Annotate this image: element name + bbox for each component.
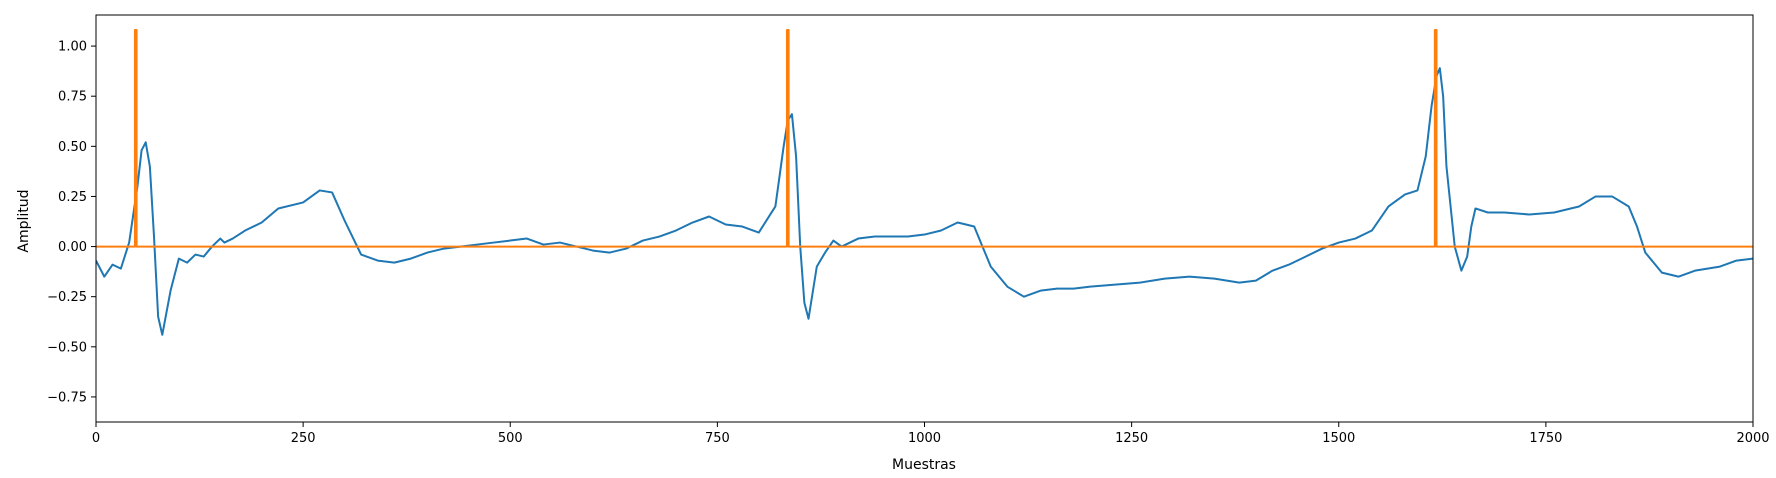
y-tick-label: 0.00 [58,240,87,255]
series-line-2 [96,29,1753,248]
y-tick-label: −0.50 [47,340,87,355]
axes: 0 250 500 750 1000 1250 1500 1750 2000 −0.75 −0.50… [47,14,1770,446]
x-tick-label: 1250 [1115,431,1148,446]
x-tick-label: 1500 [1322,431,1355,446]
x-tick-label: 250 [291,431,316,446]
plot-area [96,29,1753,336]
y-tick-label: −0.25 [47,290,87,305]
x-tick-label: 1750 [1529,431,1562,446]
series-line-1 [96,67,1753,336]
y-tick-label: 1.00 [58,40,87,55]
x-tick-label: 500 [498,431,523,446]
y-axis-label: Amplitud [16,189,32,252]
y-tick-label: −0.75 [47,390,87,405]
y-tick-label: 0.25 [58,190,87,205]
x-tick-label: 1000 [908,431,941,446]
x-tick-label: 750 [705,431,730,446]
y-tick-label: 0.75 [58,90,87,105]
x-tick-label: 0 [92,431,100,446]
x-tick-label: 2000 [1736,431,1769,446]
y-tick-label: 0.50 [58,140,87,155]
x-axis-label: Muestras [892,457,956,473]
